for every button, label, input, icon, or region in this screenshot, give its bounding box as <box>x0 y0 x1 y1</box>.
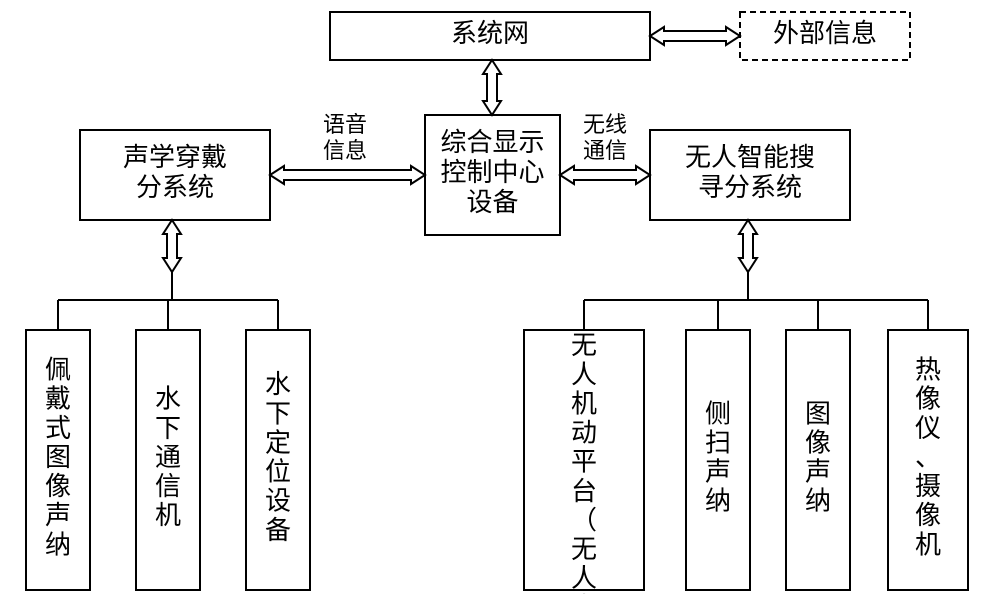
leaf-side-char-1: 扫 <box>705 428 731 457</box>
leaf-platform-char-5: 台 <box>571 477 597 506</box>
leaf-platform-char-3: 动 <box>571 419 597 448</box>
leaf-uw-pos-char-1: 下 <box>265 399 291 428</box>
node-label-center-0: 综合显示 <box>440 128 544 157</box>
edge-label-e-center-un-1: 无线 <box>583 112 627 137</box>
leaf-thermal-char-3: 、 <box>915 443 941 472</box>
leaf-platform-char-2: 机 <box>571 389 597 418</box>
arrow-e-ac-children <box>163 220 181 272</box>
leaf-sonar-wear-char-4: 像 <box>45 472 71 501</box>
leaf-platform-char-8: 人 <box>571 564 597 593</box>
arrow-e-center-un <box>560 166 650 184</box>
leaf-uw-comm: 水下通信机 <box>136 330 200 590</box>
leaf-sonar-wear-char-1: 戴 <box>45 385 71 414</box>
leaf-platform: 无人机动平台（无人水面船、水下机器人） <box>524 330 644 594</box>
leaf-sonar-wear-char-0: 佩 <box>45 356 71 385</box>
leaf-platform-char-6: （ <box>571 506 597 535</box>
leaf-uw-pos: 水下定位设备 <box>246 330 310 590</box>
leaf-thermal-char-1: 像 <box>915 385 941 414</box>
node-label-sysnet-0: 系统网 <box>451 19 529 48</box>
leaf-uw-pos-char-5: 备 <box>265 516 291 545</box>
leaf-platform-char-7: 无 <box>571 535 597 564</box>
leaf-thermal-char-4: 摄 <box>915 472 941 501</box>
leaf-uw-pos-char-2: 定 <box>265 428 291 457</box>
system-diagram: 系统网外部信息声学穿戴分系统综合显示控制中心设备无人智能搜寻分系统语音信息无线通… <box>0 0 1000 594</box>
leaf-uw-pos-char-0: 水 <box>265 370 291 399</box>
arrow-e-sys-ext <box>650 27 740 45</box>
leaf-sonar-wear: 佩戴式图像声纳 <box>26 330 90 590</box>
node-sysnet: 系统网 <box>330 12 650 60</box>
node-label-center-2: 设备 <box>466 188 518 217</box>
leaf-img-char-3: 纳 <box>805 487 831 516</box>
leaf-thermal-char-6: 机 <box>915 530 941 559</box>
leaf-sonar-wear-char-2: 式 <box>45 414 71 443</box>
arrow-e-sys-center <box>483 60 501 115</box>
leaf-uw-comm-char-2: 通 <box>155 443 181 472</box>
leaf-platform-char-0: 无 <box>571 331 597 360</box>
leaf-platform-char-1: 人 <box>571 360 597 389</box>
bus-left <box>58 272 278 330</box>
leaf-sonar-wear-char-3: 图 <box>45 443 71 472</box>
node-center: 综合显示控制中心设备 <box>425 115 560 235</box>
leaf-img-char-1: 像 <box>805 428 831 457</box>
leaf-side-char-3: 纳 <box>705 487 731 516</box>
node-label-acoustic-1: 分系统 <box>136 173 214 202</box>
node-unmanned: 无人智能搜寻分系统 <box>650 130 850 220</box>
leaf-side-char-0: 侧 <box>705 399 731 428</box>
node-external: 外部信息 <box>740 12 910 60</box>
leaf-img: 图像声纳 <box>786 330 850 590</box>
node-label-unmanned-0: 无人智能搜 <box>685 143 815 172</box>
leaf-sonar-wear-char-6: 纳 <box>45 530 71 559</box>
leaf-img-char-2: 声 <box>805 458 831 487</box>
leaf-img-char-0: 图 <box>805 399 831 428</box>
node-label-external-0: 外部信息 <box>773 19 877 48</box>
leaf-uw-comm-char-3: 信 <box>155 472 181 501</box>
leaf-side-char-2: 声 <box>705 458 731 487</box>
leaf-sonar-wear-char-5: 声 <box>45 501 71 530</box>
edge-label-e-center-un-2: 通信 <box>583 138 627 163</box>
leaf-platform-char-4: 平 <box>571 448 597 477</box>
edge-label-e-ac-center-2: 信息 <box>323 138 367 163</box>
leaf-uw-comm-char-1: 下 <box>155 414 181 443</box>
leaf-thermal: 热像仪、摄像机 <box>888 330 968 590</box>
leaf-thermal-char-2: 仪 <box>915 414 941 443</box>
arrow-e-un-children <box>739 220 757 272</box>
bus-right <box>584 272 928 330</box>
arrow-e-ac-center <box>270 166 425 184</box>
leaf-thermal-char-5: 像 <box>915 501 941 530</box>
node-acoustic: 声学穿戴分系统 <box>80 130 270 220</box>
leaf-uw-comm-char-4: 机 <box>155 501 181 530</box>
node-label-center-1: 控制中心 <box>440 158 544 187</box>
edge-label-e-ac-center-1: 语音 <box>323 112 367 137</box>
leaf-uw-pos-char-3: 位 <box>265 458 291 487</box>
node-label-acoustic-0: 声学穿戴 <box>123 143 227 172</box>
leaf-uw-pos-char-4: 设 <box>265 487 291 516</box>
node-label-unmanned-1: 寻分系统 <box>698 173 802 202</box>
leaf-uw-comm-char-0: 水 <box>155 385 181 414</box>
leaf-side: 侧扫声纳 <box>686 330 750 590</box>
leaf-thermal-char-0: 热 <box>915 356 941 385</box>
